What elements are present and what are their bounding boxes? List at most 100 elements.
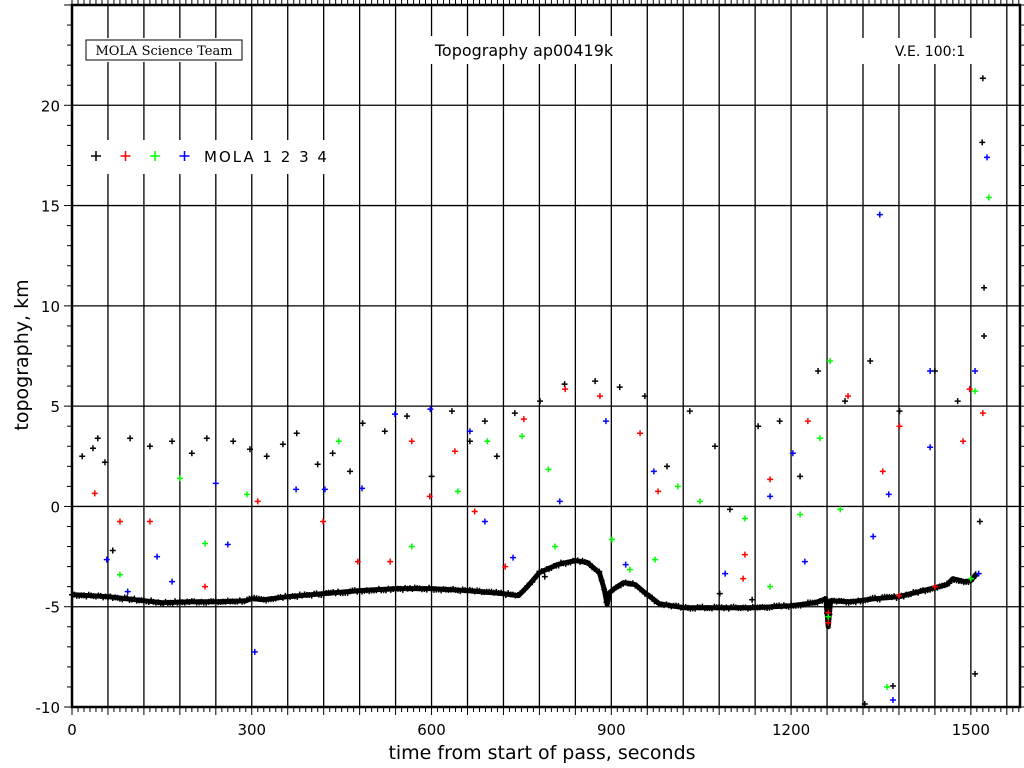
profile-point — [601, 586, 608, 593]
profile-point — [946, 580, 953, 587]
x-tick-label: 1500 — [952, 721, 990, 739]
point-mola-1 — [889, 682, 896, 689]
point-mola-2 — [767, 476, 774, 483]
point-mola-4 — [251, 648, 258, 655]
point-mola-2 — [979, 410, 986, 417]
y-axis-label: topography, km — [11, 279, 33, 430]
scatter-points — [79, 75, 992, 707]
point-mola-2 — [895, 592, 902, 599]
point-mola-1 — [711, 443, 718, 450]
point-mola-2 — [966, 386, 973, 393]
legend-label: MOLA 1 2 3 4 — [204, 148, 329, 166]
point-mola-3 — [985, 194, 992, 201]
point-mola-1 — [592, 378, 599, 385]
profile-point — [529, 579, 536, 586]
point-mola-3 — [767, 583, 774, 590]
point-mola-2 — [451, 448, 458, 455]
point-mola-2 — [146, 518, 153, 525]
point-mola-3 — [116, 571, 123, 578]
point-mola-3 — [674, 483, 681, 490]
point-mola-1 — [954, 398, 961, 405]
point-mola-3 — [454, 488, 461, 495]
point-mola-1 — [263, 453, 270, 460]
point-mola-2 — [116, 518, 123, 525]
y-tick-label: -10 — [36, 699, 61, 717]
point-mola-4 — [169, 578, 176, 585]
vertical-exaggeration: V.E. 100:1 — [895, 44, 965, 60]
point-mola-1 — [842, 398, 849, 405]
point-mola-3 — [484, 438, 491, 445]
point-mola-4 — [927, 444, 934, 451]
point-mola-1 — [188, 450, 195, 457]
point-mola-4 — [650, 468, 657, 475]
point-mola-3 — [545, 466, 552, 473]
y-tick-label: -5 — [45, 599, 60, 617]
point-mola-4 — [870, 533, 877, 540]
point-mola-3 — [608, 536, 615, 543]
profile-point — [605, 592, 612, 599]
x-tick-label: 300 — [237, 721, 266, 739]
point-mola-2 — [896, 423, 903, 430]
point-mola-3 — [797, 511, 804, 518]
point-mola-2 — [502, 563, 509, 570]
point-mola-1 — [127, 435, 134, 442]
point-mola-1 — [981, 284, 988, 291]
point-mola-1 — [79, 453, 86, 460]
point-mola-4 — [427, 406, 434, 413]
x-axis-label: time from start of pass, seconds — [388, 742, 695, 764]
x-tick-label: 900 — [597, 721, 626, 739]
point-mola-4 — [124, 588, 131, 595]
plot-frame — [64, 0, 1024, 715]
point-mola-4 — [212, 480, 219, 487]
point-mola-4 — [359, 485, 366, 492]
point-mola-1 — [541, 573, 548, 580]
point-mola-1 — [293, 430, 300, 437]
tick-labels: 0 300 600 900 1200 1500 -10 -5 0 5 10 15 20 — [36, 97, 990, 739]
point-mola-1 — [146, 443, 153, 450]
legend-marker-mola-1 — [91, 151, 101, 161]
point-mola-4 — [293, 486, 300, 493]
point-mola-2 — [931, 583, 938, 590]
legend-marker-mola-3 — [150, 151, 160, 161]
point-mola-3 — [202, 540, 209, 547]
point-mola-1 — [169, 438, 176, 445]
chart-title: Topography ap00419k — [434, 41, 614, 60]
point-mola-3 — [408, 543, 415, 550]
legend-marker-mola-2 — [120, 151, 131, 161]
point-mola-2 — [387, 558, 394, 565]
point-mola-1 — [686, 408, 693, 415]
profile-point — [596, 568, 603, 575]
point-mola-3 — [519, 433, 526, 440]
point-mola-2 — [202, 583, 209, 590]
point-mola-4 — [321, 486, 328, 493]
profile-point — [531, 575, 538, 582]
point-mola-2 — [91, 490, 98, 497]
point-mola-1 — [428, 473, 435, 480]
point-mola-1 — [979, 139, 986, 146]
point-mola-1 — [726, 506, 733, 513]
point-mola-2 — [426, 493, 433, 500]
credit-label: MOLA Science Team — [95, 44, 232, 59]
point-mola-3 — [335, 438, 342, 445]
point-mola-2 — [471, 508, 478, 515]
x-tick-label: 600 — [417, 721, 446, 739]
point-mola-4 — [789, 450, 796, 457]
point-mola-2 — [254, 498, 261, 505]
point-mola-2 — [408, 438, 415, 445]
credit-box — [85, 39, 243, 61]
y-tick-label: 0 — [50, 498, 60, 516]
point-mola-3 — [825, 613, 832, 620]
point-mola-1 — [867, 358, 874, 365]
point-mola-3 — [741, 515, 748, 522]
point-mola-4 — [767, 493, 774, 500]
profile-point — [522, 586, 529, 593]
point-mola-1 — [359, 420, 366, 427]
point-mola-4 — [984, 154, 991, 161]
point-mola-1 — [94, 435, 101, 442]
point-mola-1 — [537, 398, 544, 405]
point-mola-1 — [896, 408, 903, 415]
profile-point — [603, 599, 610, 606]
profile-point — [821, 596, 828, 603]
point-mola-3 — [883, 683, 890, 690]
point-mola-4 — [154, 553, 161, 560]
